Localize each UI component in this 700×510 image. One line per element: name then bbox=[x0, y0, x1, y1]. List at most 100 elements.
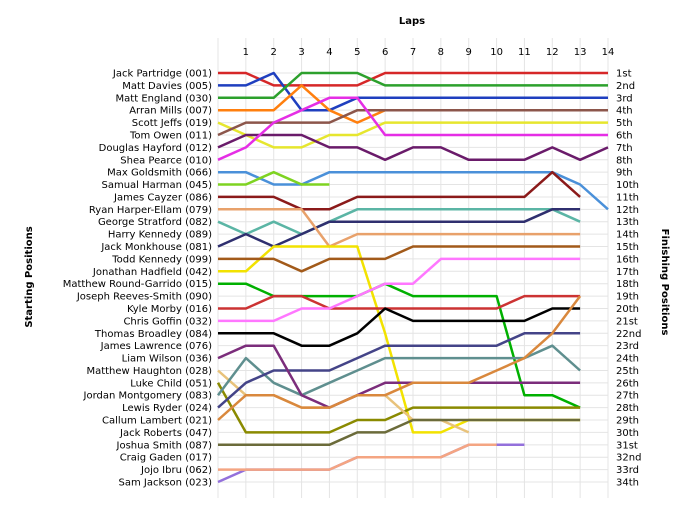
starting-position-label: Ryan Harper-Ellam (079) bbox=[89, 205, 212, 216]
y-axis-title: Starting Positions bbox=[24, 226, 35, 327]
starting-position-label: Jack Partridge (001) bbox=[112, 69, 212, 80]
finishing-position-label: 1st bbox=[616, 69, 632, 80]
finishing-position-label: 32nd bbox=[616, 453, 641, 464]
series-line bbox=[218, 71, 608, 112]
starting-position-label: Jack Monkhouse (081) bbox=[100, 242, 212, 253]
grid bbox=[217, 38, 609, 498]
starting-position-label: Jojo Ibru (062) bbox=[140, 465, 212, 476]
finishing-position-label: 15th bbox=[616, 242, 639, 253]
x-tick-label: 3 bbox=[298, 47, 304, 58]
finishing-position-label: 3rd bbox=[616, 93, 633, 104]
x-tick-label: 1 bbox=[243, 47, 249, 58]
y2-axis-title: Finishing Positions bbox=[659, 229, 670, 336]
finishing-position-label: 14th bbox=[616, 230, 639, 241]
series-line bbox=[218, 245, 581, 434]
starting-position-label: Jonathan Hadfield (042) bbox=[92, 267, 212, 278]
finishing-position-label: 11th bbox=[616, 192, 639, 203]
starting-position-label: Kyle Morby (016) bbox=[127, 304, 212, 315]
starting-position-label: Craig Gaden (017) bbox=[120, 453, 212, 464]
series-line bbox=[218, 170, 609, 211]
finishing-position-label: 2nd bbox=[616, 81, 635, 92]
series-line bbox=[217, 332, 581, 409]
starting-position-label: James Lawrence (076) bbox=[100, 341, 212, 352]
series-line bbox=[217, 208, 581, 236]
starting-position-label: Samual Harman (045) bbox=[102, 180, 213, 191]
series-line bbox=[218, 307, 581, 347]
starting-position-label: Harry Kennedy (089) bbox=[108, 230, 212, 241]
x-tick-label: 8 bbox=[438, 47, 444, 58]
series-line bbox=[217, 344, 581, 397]
series-line bbox=[217, 96, 608, 161]
finishing-position-label: 19th bbox=[616, 292, 639, 303]
x-tick-label: 12 bbox=[546, 47, 559, 58]
starting-position-label: Douglas Hayford (012) bbox=[99, 143, 212, 154]
finishing-position-label: 6th bbox=[616, 130, 633, 141]
starting-position-label: Todd Kennedy (099) bbox=[111, 254, 212, 265]
starting-position-label: Lewis Ryder (024) bbox=[122, 403, 212, 414]
finishing-position-label: 31st bbox=[616, 440, 638, 451]
x-tick-label: 10 bbox=[490, 47, 503, 58]
finishing-position-label: 18th bbox=[616, 279, 639, 290]
series-line bbox=[216, 382, 581, 434]
x-tick-label: 14 bbox=[602, 47, 615, 58]
finishing-position-label: 17th bbox=[616, 267, 639, 278]
finishing-position-label: 33rd bbox=[616, 465, 639, 476]
finishing-position-label: 5th bbox=[616, 118, 633, 129]
series-line bbox=[218, 170, 330, 186]
finishing-position-label: 24th bbox=[616, 354, 639, 365]
starting-position-label: Joshua Smith (087) bbox=[116, 440, 213, 451]
series-line bbox=[218, 443, 497, 471]
starting-position-label: Shea Pearce (010) bbox=[120, 155, 212, 166]
finishing-position-label: 25th bbox=[616, 366, 639, 377]
starting-position-label: Scott Jeffs (019) bbox=[132, 118, 212, 129]
series-line bbox=[218, 208, 581, 248]
series-line bbox=[217, 121, 608, 149]
starting-position-label: Liam Wilson (036) bbox=[122, 354, 212, 365]
finishing-position-label: 22nd bbox=[616, 329, 641, 340]
series-line bbox=[217, 295, 582, 421]
starting-position-label: Luke Child (051) bbox=[130, 378, 212, 389]
x-tick-label: 5 bbox=[354, 47, 360, 58]
x-tick-label: 4 bbox=[326, 47, 332, 58]
starting-position-label: Matt Davies (005) bbox=[122, 81, 212, 92]
starting-position-label: Thomas Broadley (084) bbox=[94, 329, 212, 340]
finishing-position-label: 26th bbox=[616, 378, 639, 389]
finishing-position-label: 30th bbox=[616, 428, 639, 439]
x-tick-label: 2 bbox=[271, 47, 277, 58]
series-line bbox=[218, 71, 608, 100]
x-tick-label: 7 bbox=[410, 47, 416, 58]
starting-position-label: Sam Jackson (023) bbox=[119, 478, 213, 489]
finishing-position-label: 12th bbox=[616, 205, 639, 216]
starting-position-label: Tom Owen (011) bbox=[129, 130, 212, 141]
series-line bbox=[218, 257, 581, 323]
starting-position-label: Arran Mills (007) bbox=[129, 106, 212, 117]
finishing-position-label: 28th bbox=[616, 403, 639, 414]
finishing-position-label: 10th bbox=[616, 180, 639, 191]
x-tick-label: 9 bbox=[466, 47, 472, 58]
starting-position-label: Chris Goffin (032) bbox=[123, 316, 212, 327]
finishing-position-label: 8th bbox=[616, 155, 633, 166]
finishing-position-label: 21st bbox=[616, 316, 638, 327]
starting-position-label: Jordan Montgomery (083) bbox=[83, 391, 213, 402]
x-tick-label: 6 bbox=[382, 47, 388, 58]
series-line bbox=[218, 294, 581, 310]
series-line bbox=[217, 108, 608, 137]
series-lines bbox=[216, 71, 609, 484]
series-line bbox=[217, 344, 581, 409]
finishing-position-label: 9th bbox=[616, 168, 633, 179]
finishing-position-label: 7th bbox=[616, 143, 633, 154]
starting-position-label: Jack Roberts (047) bbox=[119, 428, 212, 439]
series-line bbox=[218, 170, 581, 211]
series-line bbox=[218, 245, 581, 273]
starting-position-label: Max Goldsmith (066) bbox=[107, 168, 212, 179]
x-axis-title: Laps bbox=[399, 16, 425, 27]
starting-position-label: Callum Lambert (021) bbox=[102, 416, 212, 427]
finishing-position-label: 13th bbox=[616, 217, 639, 228]
finishing-position-label: 27th bbox=[616, 391, 639, 402]
series-line bbox=[217, 208, 581, 248]
starting-position-label: George Stratford (082) bbox=[98, 217, 212, 228]
finishing-position-label: 4th bbox=[616, 106, 633, 117]
finishing-position-label: 29th bbox=[616, 416, 639, 427]
